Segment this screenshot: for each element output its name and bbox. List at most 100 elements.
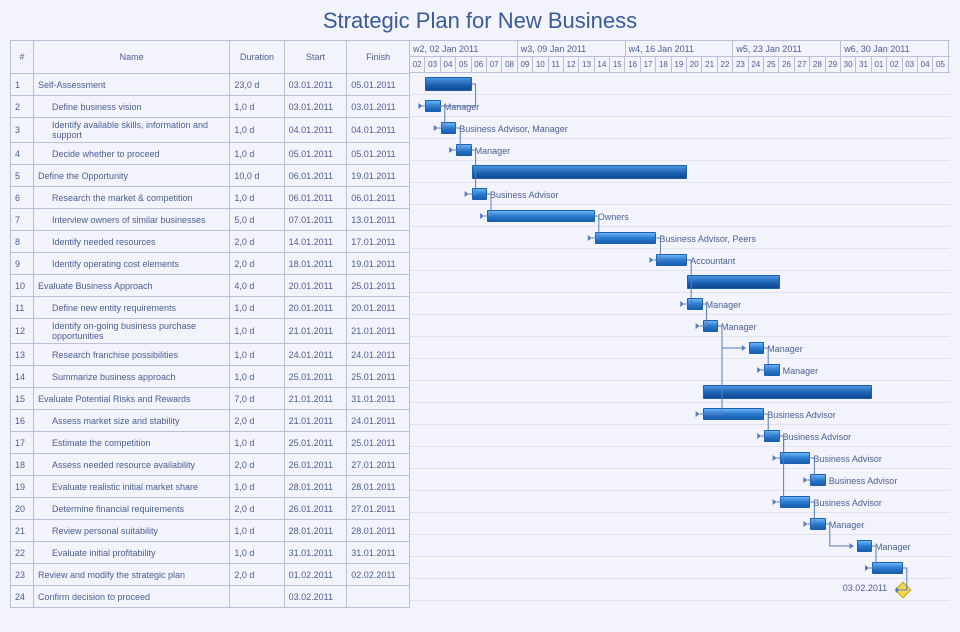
cell-duration: 1,0 d	[230, 432, 284, 454]
task-bar[interactable]: Manager	[810, 518, 825, 530]
day-header-cell: 26	[779, 57, 794, 73]
task-bar[interactable]: Manager	[857, 540, 872, 552]
task-row[interactable]: 2Define business vision1,0 d03.01.201103…	[11, 96, 410, 118]
task-row[interactable]: 4Decide whether to proceed1,0 d05.01.201…	[11, 143, 410, 165]
cell-duration	[230, 586, 284, 608]
cell-name: Identify on-going business purchase oppo…	[33, 319, 229, 344]
cell-start: 21.01.2011	[284, 410, 347, 432]
gantt-row: Business Advisor	[410, 425, 950, 447]
cell-finish: 28.01.2011	[347, 476, 410, 498]
task-row[interactable]: 16Assess market size and stability2,0 d2…	[11, 410, 410, 432]
cell-num: 2	[11, 96, 34, 118]
cell-start: 01.02.2011	[284, 564, 347, 586]
task-row[interactable]: 18Assess needed resource availability2,0…	[11, 454, 410, 476]
cell-finish: 24.01.2011	[347, 410, 410, 432]
cell-num: 18	[11, 454, 34, 476]
task-row[interactable]: 1Self-Assessment23,0 d03.01.201105.01.20…	[11, 74, 410, 96]
task-row[interactable]: 13Research franchise possibilities1,0 d2…	[11, 344, 410, 366]
task-bar[interactable]: Business Advisor, Manager	[441, 122, 456, 134]
milestone-label: 03.02.2011	[843, 583, 887, 593]
task-bar[interactable]: Manager	[687, 298, 702, 310]
task-row[interactable]: 12Identify on-going business purchase op…	[11, 319, 410, 344]
gantt-row: Owners	[410, 205, 950, 227]
gantt-row	[410, 161, 950, 183]
bar-label: Business Advisor	[783, 430, 852, 444]
page-title: Strategic Plan for New Business	[0, 0, 960, 40]
task-bar[interactable]: Business Advisor	[703, 408, 765, 420]
day-header-cell: 02	[887, 57, 902, 73]
milestone-icon[interactable]	[894, 582, 911, 599]
cell-finish: 31.01.2011	[347, 542, 410, 564]
gantt-row: Manager	[410, 359, 950, 381]
cell-start: 20.01.2011	[284, 275, 347, 297]
task-row[interactable]: 21Review personal suitability1,0 d28.01.…	[11, 520, 410, 542]
cell-start: 14.01.2011	[284, 231, 347, 253]
cell-name: Research franchise possibilities	[33, 344, 229, 366]
task-bar[interactable]: Manager	[425, 100, 440, 112]
cell-num: 7	[11, 209, 34, 231]
summary-bar[interactable]	[687, 275, 779, 289]
cell-name: Interview owners of similar businesses	[33, 209, 229, 231]
cell-finish: 25.01.2011	[347, 432, 410, 454]
cell-num: 8	[11, 231, 34, 253]
task-bar[interactable]: Manager	[703, 320, 718, 332]
task-bar[interactable]: Business Advisor, Peers	[595, 232, 657, 244]
cell-start: 24.01.2011	[284, 344, 347, 366]
task-bar[interactable]: Accountant	[656, 254, 687, 266]
gantt-row: Business Advisor, Manager	[410, 117, 950, 139]
cell-duration: 1,0 d	[230, 366, 284, 388]
task-row[interactable]: 10Evaluate Business Approach4,0 d20.01.2…	[11, 275, 410, 297]
task-row[interactable]: 19Evaluate realistic initial market shar…	[11, 476, 410, 498]
cell-start: 04.01.2011	[284, 118, 347, 143]
bar-label: Manager	[444, 100, 480, 114]
task-bar[interactable]: Business Advisor	[810, 474, 825, 486]
task-row[interactable]: 22Evaluate initial profitability1,0 d31.…	[11, 542, 410, 564]
task-bar[interactable]: Business Advisor	[780, 496, 811, 508]
bar-label: Manager	[721, 320, 757, 334]
task-row[interactable]: 24Confirm decision to proceed03.02.2011	[11, 586, 410, 608]
cell-num: 5	[11, 165, 34, 187]
task-row[interactable]: 20Determine financial requirements2,0 d2…	[11, 498, 410, 520]
cell-name: Review personal suitability	[33, 520, 229, 542]
task-row[interactable]: 8Identify needed resources2,0 d14.01.201…	[11, 231, 410, 253]
task-row[interactable]: 14Summarize business approach1,0 d25.01.…	[11, 366, 410, 388]
day-header-cell: 24	[749, 57, 764, 73]
summary-bar[interactable]	[425, 77, 471, 91]
task-row[interactable]: 9Identify operating cost elements2,0 d18…	[11, 253, 410, 275]
cell-duration: 1,0 d	[230, 542, 284, 564]
cell-duration: 1,0 d	[230, 143, 284, 165]
cell-start: 21.01.2011	[284, 388, 347, 410]
task-row[interactable]: 5Define the Opportunity10,0 d06.01.20111…	[11, 165, 410, 187]
cell-name: Evaluate realistic initial market share	[33, 476, 229, 498]
task-row[interactable]: 11Define new entity requirements1,0 d20.…	[11, 297, 410, 319]
summary-bar[interactable]	[472, 165, 688, 179]
task-row[interactable]: 23Review and modify the strategic plan2,…	[11, 564, 410, 586]
cell-finish: 02.02.2011	[347, 564, 410, 586]
task-row[interactable]: 17Estimate the competition1,0 d25.01.201…	[11, 432, 410, 454]
task-bar[interactable]: Owners	[487, 210, 595, 222]
task-bar[interactable]: Manager	[764, 364, 779, 376]
task-row[interactable]: 15Evaluate Potential Risks and Rewards7,…	[11, 388, 410, 410]
task-bar[interactable]: Manager	[456, 144, 471, 156]
task-table-panel: # Name Duration Start Finish 1Self-Asses…	[10, 40, 410, 608]
task-bar[interactable]: Business Advisor	[780, 452, 811, 464]
cell-finish	[347, 586, 410, 608]
task-row[interactable]: 7Interview owners of similar businesses5…	[11, 209, 410, 231]
cell-name: Define new entity requirements	[33, 297, 229, 319]
gantt-row: Business Advisor	[410, 403, 950, 425]
cell-finish: 06.01.2011	[347, 187, 410, 209]
task-row[interactable]: 6Research the market & competition1,0 d0…	[11, 187, 410, 209]
day-header-cell: 08	[502, 57, 517, 73]
summary-bar[interactable]	[703, 385, 872, 399]
day-header-cell: 22	[718, 57, 733, 73]
task-bar[interactable]	[872, 562, 903, 574]
day-header-cell: 20	[687, 57, 702, 73]
header-name: Name	[33, 41, 229, 74]
task-bar[interactable]: Business Advisor	[472, 188, 487, 200]
task-bar[interactable]: Business Advisor	[764, 430, 779, 442]
cell-num: 16	[11, 410, 34, 432]
task-row[interactable]: 3Identify available skills, information …	[11, 118, 410, 143]
task-bar[interactable]: Manager	[749, 342, 764, 354]
header-start: Start	[284, 41, 347, 74]
bar-label: Business Advisor	[829, 474, 898, 488]
